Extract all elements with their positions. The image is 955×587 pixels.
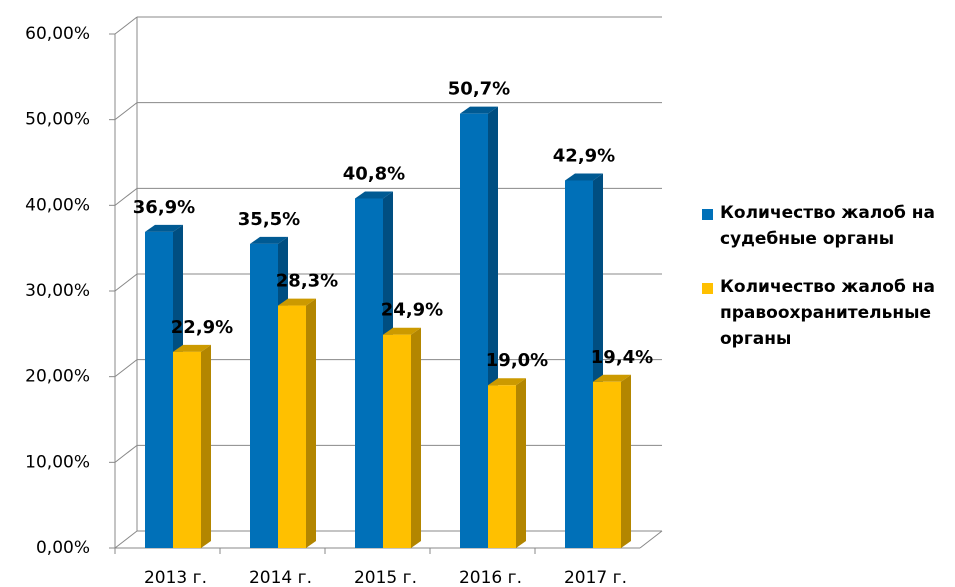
- legend-item: Количество жалоб на судебные органы: [700, 200, 950, 252]
- legend-item: Количество жалоб на правоохранительные о…: [700, 274, 950, 352]
- grid-diagonal: [114, 102, 138, 121]
- x-tick-label: 2015 г.: [354, 568, 417, 587]
- x-tick-label: 2017 г.: [564, 568, 627, 587]
- x-tick-label: 2014 г.: [249, 568, 312, 587]
- value-label: 19,0%: [486, 350, 548, 371]
- bar-top: [145, 224, 183, 232]
- y-tick-label: 20,00%: [25, 367, 90, 387]
- value-label: 42,9%: [553, 145, 615, 166]
- bar-front: [278, 305, 306, 548]
- x-axis-right: [639, 530, 663, 549]
- bar-top: [460, 106, 498, 114]
- bar-front: [355, 198, 383, 549]
- x-tick-label: 2013 г.: [144, 568, 207, 587]
- bar: [488, 378, 526, 548]
- bar-top: [565, 173, 603, 181]
- bar-front: [145, 231, 173, 548]
- grid-diagonal: [114, 444, 138, 463]
- grid-diagonal: [114, 359, 138, 378]
- bar-front: [250, 243, 278, 548]
- bar-front: [460, 113, 488, 549]
- y-tick-label: 60,00%: [25, 24, 90, 44]
- y-tick-label: 0,00%: [36, 538, 90, 558]
- bar-front: [593, 381, 621, 548]
- bar: [460, 106, 498, 549]
- legend-swatch: [702, 209, 713, 220]
- y-tick-label: 40,00%: [25, 195, 90, 215]
- bar-side: [621, 374, 631, 548]
- bar-side: [201, 344, 211, 548]
- legend-swatch: [702, 283, 713, 294]
- bar-top: [383, 327, 421, 335]
- bar-top: [593, 374, 631, 382]
- y-tick-label: 30,00%: [25, 281, 90, 301]
- grid-diagonal: [114, 530, 138, 549]
- bar-side: [516, 378, 526, 548]
- bar-front: [383, 334, 411, 548]
- value-label: 22,9%: [171, 317, 233, 338]
- y-tick-label: 50,00%: [25, 110, 90, 130]
- value-label: 28,3%: [276, 271, 338, 292]
- legend: Количество жалоб на судебные органы Колич…: [700, 200, 950, 374]
- bar-top: [173, 344, 211, 352]
- value-label: 19,4%: [591, 347, 653, 368]
- value-label: 24,9%: [381, 300, 443, 321]
- bar: [173, 344, 211, 548]
- bar-top: [250, 236, 288, 244]
- bar-front: [565, 180, 593, 549]
- y-tick-label: 10,00%: [25, 452, 90, 472]
- bar: [383, 327, 421, 548]
- x-tick-label: 2016 г.: [459, 568, 522, 587]
- bar-side: [411, 327, 421, 548]
- bar: [593, 374, 631, 548]
- bar-top: [278, 298, 316, 306]
- value-label: 35,5%: [238, 209, 300, 230]
- value-label: 50,7%: [448, 79, 510, 100]
- value-label: 40,8%: [343, 163, 405, 184]
- bar-front: [488, 385, 516, 548]
- grid-diagonal: [114, 16, 138, 35]
- bar: [278, 298, 316, 548]
- bar-side: [306, 298, 316, 548]
- bar-top: [355, 191, 393, 199]
- legend-label: Количество жалоб на судебные органы: [720, 203, 935, 249]
- grid-diagonal: [114, 273, 138, 292]
- grid-diagonal: [114, 187, 138, 206]
- bar-top: [488, 378, 526, 386]
- bar-front: [173, 351, 201, 548]
- value-label: 36,9%: [133, 197, 195, 218]
- legend-label: Количество жалоб на правоохранительные о…: [720, 277, 935, 349]
